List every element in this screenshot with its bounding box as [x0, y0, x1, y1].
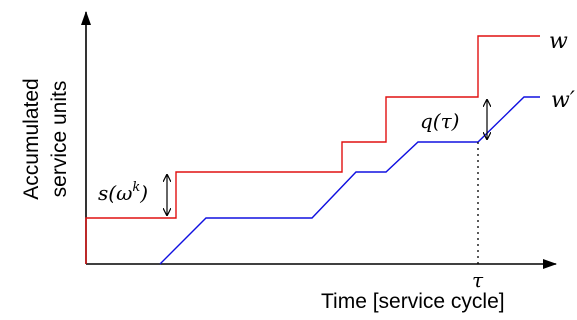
y-axis-label-line1: Accumulated [20, 78, 43, 199]
x-axis-label: Time [service cycle] [321, 290, 505, 313]
q-tau-label: q(τ) [420, 109, 459, 133]
s-omega-label-base: s(ω [98, 181, 132, 205]
y-axis-label-line2: service units [48, 81, 71, 198]
s-omega-label: s(ωk) [98, 180, 148, 205]
series-w-prime-label: w′ [551, 88, 575, 113]
s-omega-label-close: ) [139, 181, 148, 205]
tau-label: τ [472, 268, 484, 292]
series-w-line [85, 35, 540, 264]
series-w-prime-line [159, 96, 540, 265]
s-omega-label-sup: k [132, 180, 140, 195]
series-w-label: w [549, 29, 568, 54]
